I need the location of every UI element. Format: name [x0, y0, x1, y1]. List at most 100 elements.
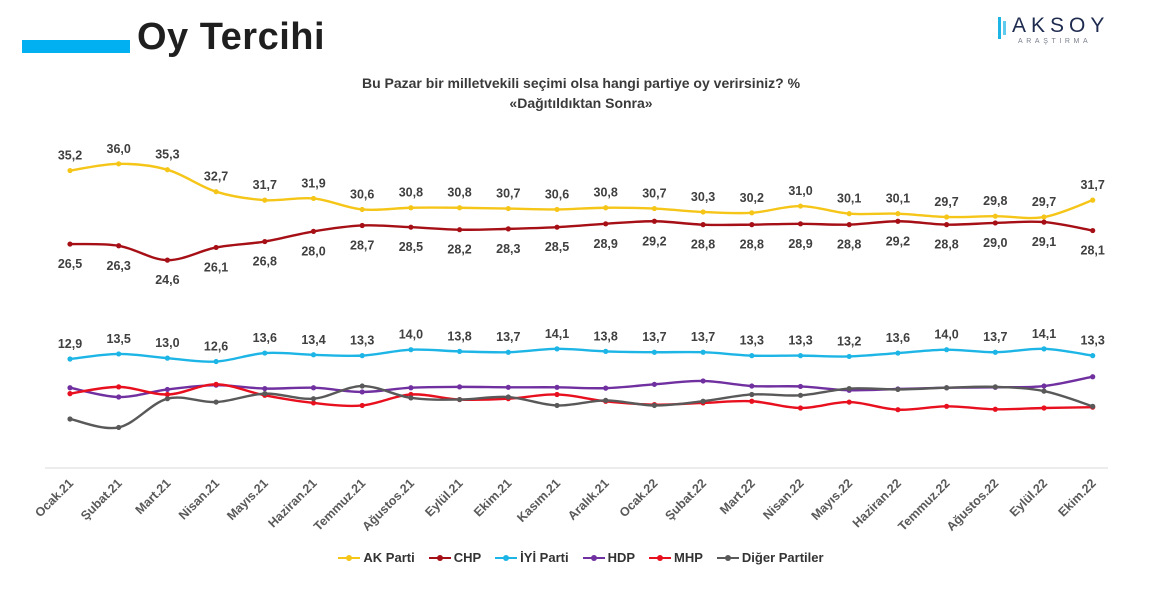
data-point: [895, 407, 901, 413]
data-label: 30,8: [447, 186, 471, 200]
data-point: [700, 378, 706, 384]
data-point: [67, 385, 73, 391]
data-label: 13,4: [301, 333, 325, 347]
data-point: [944, 347, 950, 353]
data-label: 30,8: [594, 186, 618, 200]
data-label: 28,5: [545, 240, 569, 254]
series-0: 35,2 36,0 35,3 32,7 31,7 31,9 30,6 30,8 30,8 30,7…: [58, 142, 1105, 220]
data-label: 32,7: [204, 170, 228, 184]
data-label: 14,1: [545, 327, 569, 341]
data-point: [457, 205, 463, 211]
data-label: 13,0: [155, 336, 179, 350]
data-label: 28,8: [740, 238, 764, 252]
data-point: [1041, 383, 1047, 389]
legend-label: HDP: [607, 550, 636, 565]
data-point: [651, 402, 658, 409]
data-point: [749, 398, 755, 404]
data-label: 13,3: [740, 334, 764, 348]
data-point: [651, 218, 658, 224]
legend-label: CHP: [453, 550, 482, 565]
data-point: [700, 398, 706, 404]
data-label: 30,7: [496, 187, 520, 201]
data-point: [310, 400, 317, 406]
data-label: 26,3: [107, 259, 131, 273]
data-point: [1041, 388, 1047, 394]
series-1: 26,5 26,3 24,6 26,1 26,8 28,0 28,7 28,5 28,2 28,3…: [58, 218, 1105, 287]
data-point: [67, 416, 73, 422]
page-title: Oy Tercihi: [137, 16, 326, 58]
x-tick-label: Şubat.21: [78, 476, 125, 523]
data-point: [749, 222, 755, 228]
legend-label: MHP: [674, 550, 703, 565]
data-label: 28,9: [594, 237, 618, 251]
x-tick-label: Eylül.22: [1007, 476, 1050, 519]
data-point: [213, 244, 219, 251]
data-label: 13,6: [253, 331, 277, 345]
data-point: [310, 228, 317, 234]
data-point: [992, 406, 998, 412]
data-point: [944, 385, 950, 391]
x-tick-label: Aralık.21: [565, 476, 612, 523]
data-label: 30,1: [886, 192, 910, 206]
data-label: 26,5: [58, 257, 82, 271]
legend-item: HDP: [582, 550, 636, 565]
data-label: 28,3: [496, 242, 520, 256]
data-point: [359, 389, 365, 395]
data-label: 35,3: [155, 148, 179, 162]
data-label: 14,0: [934, 328, 958, 342]
data-point: [797, 383, 804, 390]
data-point: [1041, 346, 1047, 352]
data-point: [359, 206, 365, 213]
title-accent-bar: [22, 40, 130, 53]
data-label: 13,2: [837, 334, 861, 348]
data-point: [116, 161, 122, 167]
x-tick-label: Mayıs.22: [809, 476, 856, 523]
data-point: [116, 243, 122, 249]
data-point: [749, 383, 755, 389]
series-2: 12,9 13,5 13,0 12,6 13,6 13,4 13,3 14,0 13,8 13,7…: [58, 327, 1105, 365]
data-point: [359, 402, 365, 409]
x-tick-label: Mayıs.21: [224, 476, 271, 523]
data-label: 31,7: [253, 178, 277, 192]
data-label: 13,3: [350, 334, 374, 348]
data-point: [67, 241, 73, 247]
data-point: [1041, 219, 1047, 225]
data-label: 28,2: [447, 243, 471, 257]
data-point: [554, 402, 560, 409]
data-label: 28,5: [399, 240, 423, 254]
data-point: [700, 209, 706, 215]
legend-swatch: [582, 553, 605, 563]
data-label: 30,1: [837, 192, 861, 206]
data-point: [164, 396, 170, 402]
data-point: [505, 394, 511, 400]
data-point: [944, 403, 950, 409]
series-line: [69, 383, 1093, 411]
data-point: [262, 385, 268, 392]
data-label: 28,9: [788, 237, 812, 251]
data-point: [749, 210, 755, 216]
data-point: [164, 391, 170, 398]
data-point: [797, 353, 804, 359]
legend-swatch: [495, 553, 518, 563]
data-point: [164, 167, 170, 173]
series-line: [69, 220, 1093, 262]
legend-item: MHP: [649, 550, 703, 565]
data-label: 14,0: [399, 328, 423, 342]
x-tick-label: Ekim.22: [1055, 476, 1098, 519]
x-tick-label: Mart.22: [717, 476, 758, 517]
data-point: [554, 346, 560, 352]
legend-item: CHP: [428, 550, 482, 565]
brand-logo: AKSOY ARAŞTIRMA: [998, 14, 1108, 50]
data-point: [846, 222, 852, 228]
x-tick-label: Ocak.21: [32, 476, 76, 520]
data-point: [457, 227, 463, 233]
series-5: [67, 383, 1096, 431]
data-label: 29,7: [1032, 195, 1056, 209]
x-tick-label: Ağustos.22: [944, 476, 1002, 534]
data-point: [797, 405, 804, 411]
legend-item: AK Parti: [338, 550, 415, 565]
logo-subtext: ARAŞTIRMA: [1018, 38, 1092, 45]
x-tick-label: Ekim.21: [471, 476, 514, 519]
data-label: 30,3: [691, 190, 715, 204]
